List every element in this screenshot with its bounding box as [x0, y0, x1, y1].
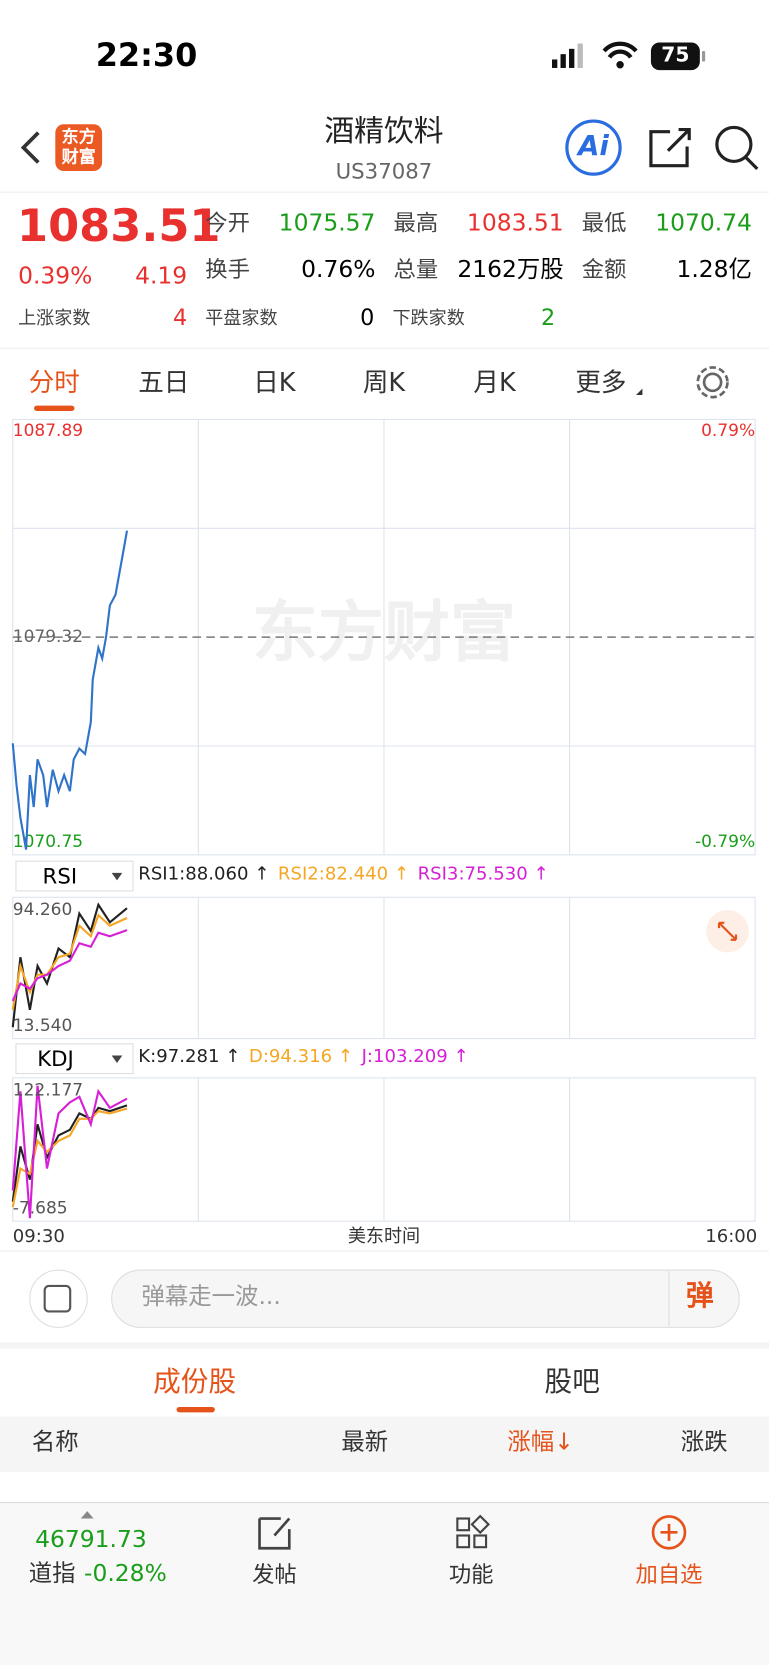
title: 酒精饮料 — [324, 113, 444, 149]
y2-tick-label: 0.79% — [701, 421, 755, 441]
battery: 75 — [661, 43, 690, 67]
breadth-value: 0 — [360, 304, 375, 331]
chart-tab[interactable]: 月K — [473, 367, 516, 398]
indicator-select[interactable]: RSI — [42, 863, 78, 889]
legend-item: K:97.281 ↑ — [138, 1045, 241, 1068]
y-tick-label: 94.260 — [13, 900, 73, 920]
stat-label: 金额 — [581, 256, 627, 283]
column-header[interactable]: 涨跌 — [680, 1429, 728, 1456]
change-pct: 0.39% — [18, 263, 93, 290]
logo: 财富 — [61, 146, 96, 167]
x-tick-label: 16:00 — [705, 1226, 757, 1247]
x-tick-label: 09:30 — [13, 1226, 65, 1247]
legend-item: RSI2:82.440 ↑ — [277, 863, 410, 885]
stat-label: 今开 — [205, 210, 250, 236]
breadth-value: 2 — [540, 304, 556, 331]
ai-button[interactable]: Ai — [578, 130, 609, 163]
line — [11, 1107, 128, 1208]
indicator-select[interactable]: KDJ — [37, 1045, 74, 1072]
stat-value: 1.28亿 — [676, 256, 752, 284]
tab[interactable]: 成份股 — [153, 1366, 237, 1399]
danmaku-button[interactable]: 弹 — [686, 1280, 714, 1313]
column-header: 名称 — [31, 1429, 79, 1456]
indicator-legend: K:97.281 ↑ D:94.316 ↑ J:103.209 ↑ — [138, 1048, 468, 1066]
chart-tab[interactable]: 更多 — [575, 367, 627, 398]
chart-tab[interactable]: 日K — [253, 367, 296, 398]
index-value: 46791.73 — [35, 1527, 147, 1554]
stat-label: 换手 — [205, 256, 250, 283]
y-tick-label: 1070.75 — [13, 832, 83, 852]
breadth-label: 平盘家数 — [205, 307, 278, 330]
index-name[interactable]: 道指 — [28, 1560, 76, 1588]
y2-tick-label: -0.79% — [695, 832, 755, 852]
price: 1083.51 — [17, 199, 221, 252]
x-axis-label: 美东时间 — [348, 1226, 420, 1247]
y-tick-label: -7.685 — [13, 1198, 68, 1218]
line — [11, 913, 128, 1010]
chart-tab[interactable]: 五日 — [138, 367, 190, 398]
stat-label: 最低 — [581, 210, 627, 236]
stat-value: 0.76% — [301, 256, 376, 284]
tab[interactable]: 股吧 — [544, 1366, 600, 1399]
stat-label: 总量 — [393, 256, 439, 283]
breadth-label: 下跌家数 — [392, 307, 465, 330]
clock: 22:30 — [95, 37, 198, 75]
line — [11, 530, 129, 850]
nav-item[interactable]: 功能 — [448, 1562, 494, 1588]
line — [11, 929, 128, 1002]
logo[interactable]: 东方 — [61, 126, 96, 147]
chart: 东方财富 1070.75 1079.32 1087.89 -0.79% 0.79% 13.5… — [11, 418, 757, 1247]
legend-item: J:103.209 ↑ — [361, 1045, 469, 1068]
legend-item: D:94.316 ↑ — [248, 1045, 354, 1068]
indicator-legend: RSI1:88.060 ↑ RSI2:82.440 ↑ RSI3:75.530 ↑ — [138, 865, 548, 883]
line — [11, 1085, 128, 1219]
line — [11, 1104, 128, 1202]
chart-tab[interactable]: 周K — [362, 367, 406, 398]
stat-value: 1083.51 — [466, 210, 564, 237]
y-tick-label: 1079.32 — [13, 627, 83, 647]
y-tick-label: 1087.89 — [13, 421, 83, 441]
column-header[interactable]: 最新 — [341, 1429, 389, 1456]
breadth-value: 4 — [172, 304, 188, 331]
nav-item[interactable]: 发帖 — [252, 1562, 297, 1588]
breadth-label: 上涨家数 — [18, 307, 91, 330]
column-header[interactable]: 涨幅↓ — [507, 1429, 574, 1456]
legend-item: RSI3:75.530 ↑ — [417, 863, 549, 885]
change: 4.19 — [135, 263, 188, 290]
line — [11, 902, 128, 1028]
stat-label: 最高 — [393, 210, 439, 236]
legend-item: RSI1:88.060 ↑ — [138, 863, 270, 885]
code: US37087 — [335, 158, 433, 184]
y-tick-label: 13.540 — [13, 1016, 73, 1036]
stat-value: 1075.57 — [278, 210, 376, 237]
y-tick-label: 122.177 — [13, 1081, 83, 1101]
chart-tab[interactable]: 分时 — [28, 367, 80, 398]
stat-value: 2162万股 — [457, 256, 564, 284]
watermark: 东方财富 — [252, 594, 516, 671]
index-change: -0.28% — [84, 1560, 167, 1588]
nav-item[interactable]: 加自选 — [635, 1562, 703, 1588]
stat-value: 1070.74 — [655, 210, 752, 237]
comment-input[interactable]: 弹幕走一波... — [141, 1283, 281, 1311]
